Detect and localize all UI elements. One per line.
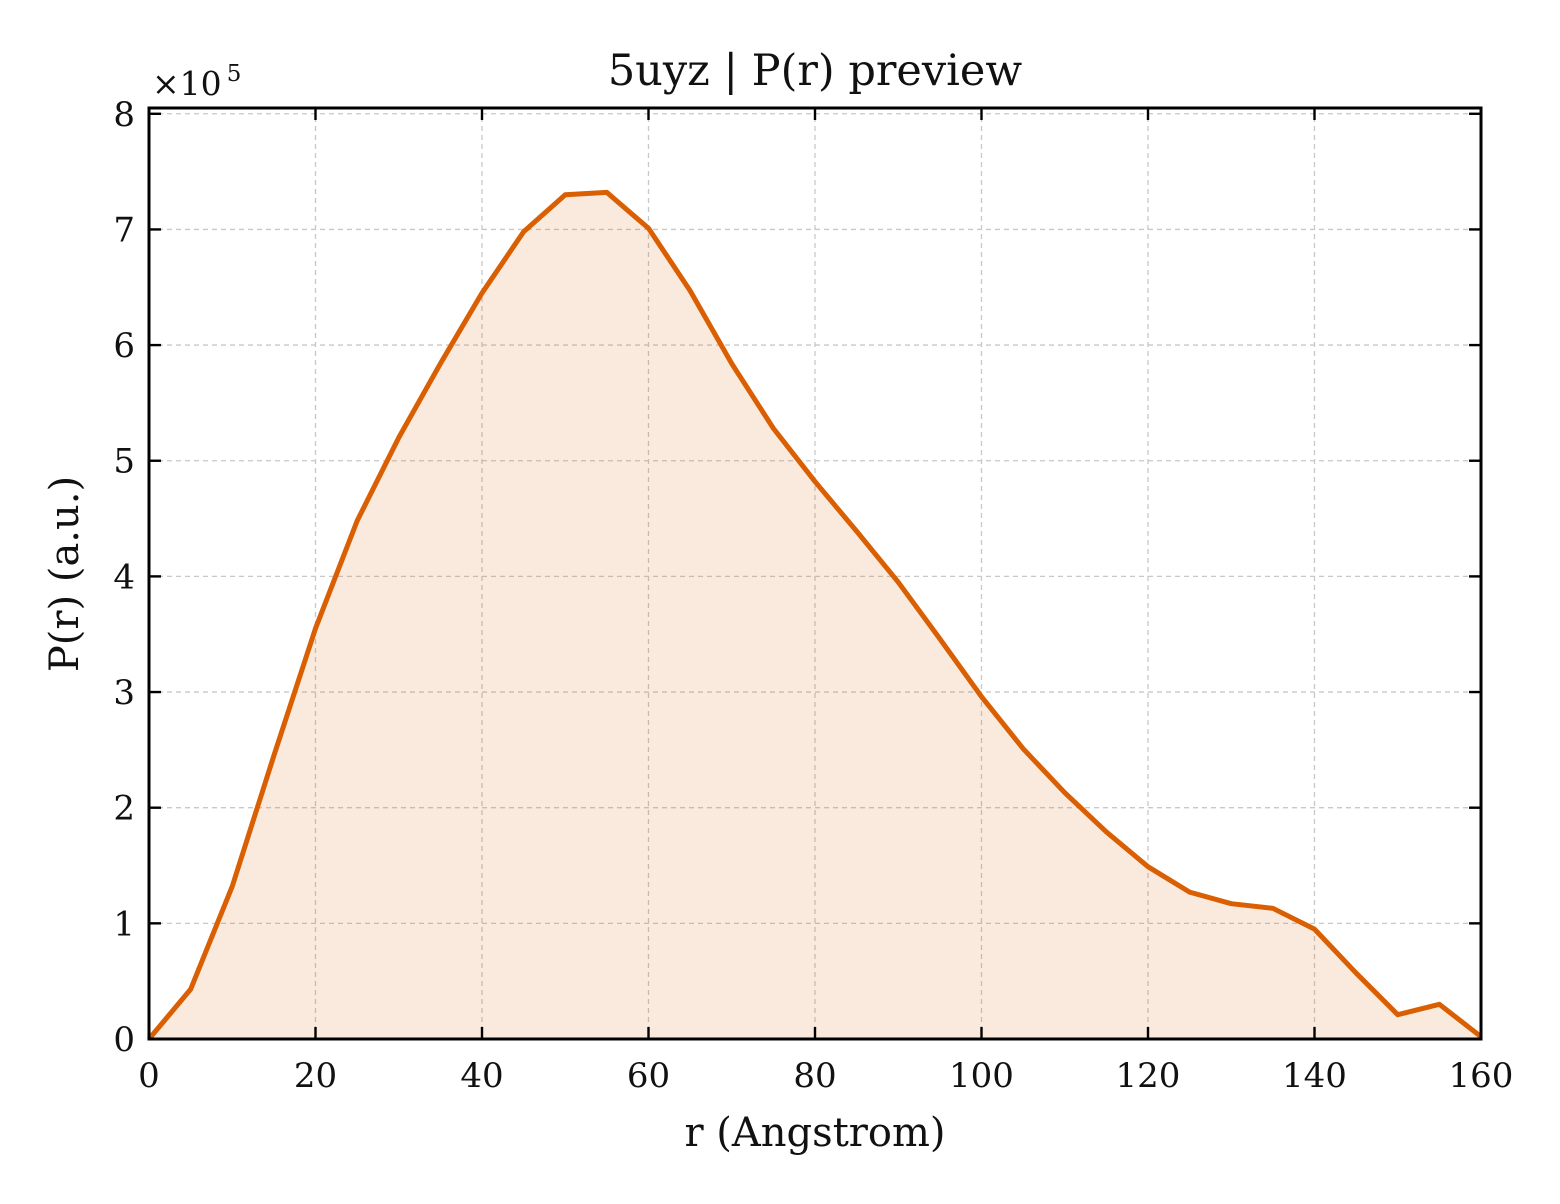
y-tick-label: 7: [113, 210, 135, 250]
x-tick-label: 80: [793, 1056, 836, 1096]
data-point: [523, 231, 524, 232]
x-axis-label: r (Angstrom): [684, 1110, 945, 1156]
data-point: [731, 363, 732, 364]
data-point: [981, 696, 982, 697]
data-point: [898, 582, 899, 583]
data-point: [273, 755, 274, 756]
data-point: [815, 481, 816, 482]
x-tick-label: 20: [294, 1056, 337, 1096]
data-point: [1064, 792, 1065, 793]
series-line: [147, 189, 1483, 1041]
data-point: [690, 290, 691, 291]
x-tick-label: 100: [949, 1056, 1014, 1096]
data-point: [648, 228, 649, 229]
y-tick-label: 2: [113, 789, 135, 829]
y-axis-multiplier-base: ×10: [152, 64, 222, 103]
data-point: [856, 531, 857, 532]
x-tick-label: 40: [460, 1056, 503, 1096]
data-point: [315, 628, 316, 629]
data-point: [1231, 903, 1232, 904]
plot-area: [147, 189, 1483, 1041]
y-tick-label: 3: [113, 673, 135, 713]
data-point: [1397, 1014, 1398, 1015]
x-tick-label: 0: [138, 1056, 160, 1096]
data-point: [1439, 1004, 1440, 1005]
y-axis-multiplier: ×10 5: [152, 61, 241, 103]
data-point: [1148, 866, 1149, 867]
data-point: [357, 520, 358, 521]
data-point: [1189, 892, 1190, 893]
data-point: [398, 437, 399, 438]
y-tick-label: 0: [113, 1020, 135, 1060]
y-axis-label: P(r) (a.u.): [42, 476, 88, 672]
data-point: [773, 428, 774, 429]
data-point: [1314, 929, 1315, 930]
axes: 0 20 40 60 80 100 120 140 160 0 1 2 3 4 5 6 7 8: [113, 95, 1513, 1096]
y-tick-label: 5: [113, 442, 135, 482]
y-tick-label: 4: [113, 557, 135, 597]
x-tick-label: 160: [1449, 1056, 1514, 1096]
data-point: [939, 638, 940, 639]
data-point: [1023, 748, 1024, 749]
y-tick-label: 8: [113, 95, 135, 135]
y-axis-multiplier-exponent: 5: [227, 61, 242, 87]
data-point: [565, 194, 566, 195]
data-point: [1272, 908, 1273, 909]
data-point: [1356, 973, 1357, 974]
series-area-fill: [149, 192, 1481, 1039]
data-point: [190, 989, 191, 990]
x-tick-label: 120: [1116, 1056, 1181, 1096]
chart-title: 5uyz | P(r) preview: [608, 46, 1023, 96]
data-point: [440, 363, 441, 364]
data-point: [606, 192, 607, 193]
x-tick-label: 60: [627, 1056, 670, 1096]
y-tick-label: 1: [113, 904, 135, 944]
data-point: [232, 886, 233, 887]
y-tick-label: 6: [113, 326, 135, 366]
data-point: [482, 293, 483, 294]
data-point: [1106, 831, 1107, 832]
x-tick-label: 140: [1282, 1056, 1347, 1096]
